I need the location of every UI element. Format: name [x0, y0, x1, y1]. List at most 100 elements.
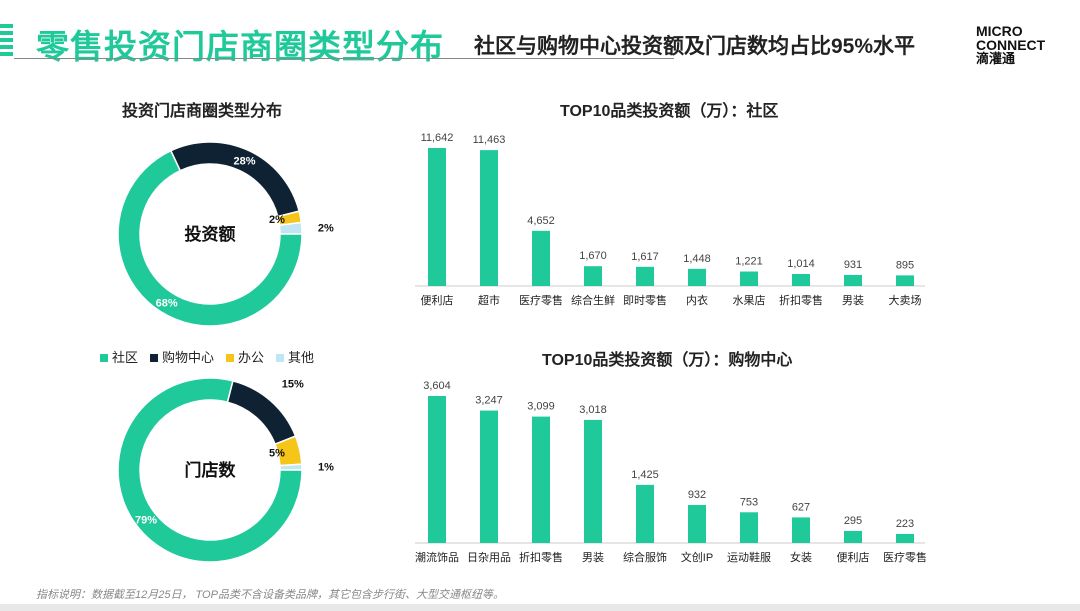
bar: [636, 266, 654, 286]
bar: [428, 148, 446, 286]
slice-label: 79%: [135, 515, 157, 527]
slice-label: 15%: [282, 378, 304, 390]
donut-slice: [117, 377, 303, 563]
bar-value-label: 3,247: [475, 395, 503, 407]
category-label: 医疗零售: [883, 550, 927, 564]
bar: [740, 512, 758, 543]
donut-center-label: 门店数: [185, 460, 237, 480]
bar: [428, 396, 446, 543]
category-label: 超市: [478, 293, 500, 307]
category-label: 日杂用品: [467, 551, 511, 564]
stripe-decoration: [0, 38, 13, 42]
bar: [480, 410, 498, 543]
category-label: 运动鞋服: [727, 550, 771, 564]
bar-value-label: 11,642: [421, 132, 454, 144]
category-label: 便利店: [421, 293, 454, 307]
bar: [688, 504, 706, 543]
bar-value-label: 1,670: [579, 250, 607, 262]
donut-slice: [278, 221, 303, 235]
slice-label: 2%: [269, 214, 285, 226]
bar: [636, 484, 654, 543]
donut-slice: [117, 149, 303, 327]
logo-line: 滴灌通: [976, 51, 1016, 66]
legend-label: 社区: [112, 350, 139, 365]
donut-slice: [169, 141, 301, 218]
legend-swatch: [226, 354, 235, 362]
bar-value-label: 223: [896, 518, 914, 530]
category-label: 潮流饰品: [415, 550, 459, 564]
bar-chart-title: TOP10品类投资额（万）：社区: [560, 103, 779, 120]
bar: [792, 273, 810, 286]
category-label: 医疗零售: [519, 293, 563, 307]
category-label: 水果店: [733, 293, 766, 307]
donut-slice: [279, 463, 303, 471]
bar: [740, 271, 758, 286]
donut-title: 投资门店商圈类型分布: [122, 103, 283, 120]
title-underline: [14, 58, 674, 59]
slice-label: 68%: [156, 297, 178, 309]
category-label: 男装: [582, 551, 604, 564]
bar-value-label: 931: [844, 259, 862, 271]
bar: [896, 275, 914, 286]
bar-value-label: 11,463: [473, 134, 506, 146]
legend-label: 购物中心: [162, 350, 215, 365]
category-label: 综合生鲜: [571, 293, 615, 307]
category-label: 折扣零售: [779, 293, 823, 307]
bar-value-label: 1,448: [683, 253, 711, 265]
category-label: 便利店: [837, 550, 870, 564]
bar-value-label: 4,652: [527, 215, 555, 227]
stripe-decoration: [0, 45, 13, 49]
logo-line: CONNECT: [976, 37, 1046, 53]
slice-label: 28%: [233, 156, 255, 168]
bar-value-label: 295: [844, 515, 862, 527]
stripe-decoration: [0, 24, 13, 28]
category-label: 女装: [790, 550, 812, 564]
category-label: 大卖场: [889, 293, 922, 307]
legend-swatch: [150, 354, 159, 362]
legend-item: 办公: [226, 347, 264, 366]
bar: [844, 274, 862, 286]
bar-chart-title: TOP10品类投资额（万）：购物中心: [542, 352, 793, 369]
bar: [584, 419, 602, 543]
bar: [896, 533, 914, 543]
legend-swatch: [100, 354, 108, 362]
bar-value-label: 3,018: [579, 404, 607, 416]
category-label: 即时零售: [623, 293, 667, 307]
page-subtitle: 社区与购物中心投资额及门店数均占比95%水平: [474, 35, 916, 58]
bar-value-label: 1,221: [735, 256, 763, 268]
slice-label: 5%: [269, 447, 285, 459]
bar-value-label: 932: [688, 489, 706, 501]
legend-label: 其他: [288, 350, 315, 365]
logo-line: MICRO: [976, 23, 1023, 39]
bar: [480, 150, 498, 286]
bar-value-label: 1,617: [631, 251, 659, 263]
legend-item: 社区: [100, 347, 138, 366]
bar-value-label: 627: [792, 501, 810, 513]
bar-value-label: 3,099: [527, 401, 555, 413]
bar: [844, 530, 862, 543]
legend-swatch: [276, 354, 285, 362]
legend: 社区 购物中心 办公 其他: [100, 347, 314, 366]
bar-value-label: 895: [896, 259, 914, 271]
category-label: 综合服饰: [623, 550, 667, 564]
legend-item: 购物中心: [150, 347, 214, 366]
category-label: 内衣: [686, 293, 708, 307]
bar-value-label: 1,425: [631, 469, 659, 481]
stripe-decoration: [0, 31, 13, 35]
logo: MICRO CONNECT 滴灌通: [976, 24, 1045, 66]
bar: [688, 268, 706, 286]
bar: [532, 230, 550, 286]
footnote: 指标说明：数据截至12月25日， TOP品类不含设备类品牌，其它包含步行街、大型…: [36, 589, 504, 601]
bar: [532, 416, 550, 543]
legend-label: 办公: [238, 350, 265, 365]
slice-label: 1%: [318, 462, 334, 474]
bar-value-label: 753: [740, 496, 758, 508]
category-label: 男装: [842, 294, 864, 307]
stripe-decoration: [0, 52, 13, 56]
bottom-bar: [0, 604, 1080, 611]
donut-center-label: 投资额: [185, 224, 236, 244]
category-label: 文创IP: [681, 550, 713, 564]
bar: [792, 517, 810, 543]
